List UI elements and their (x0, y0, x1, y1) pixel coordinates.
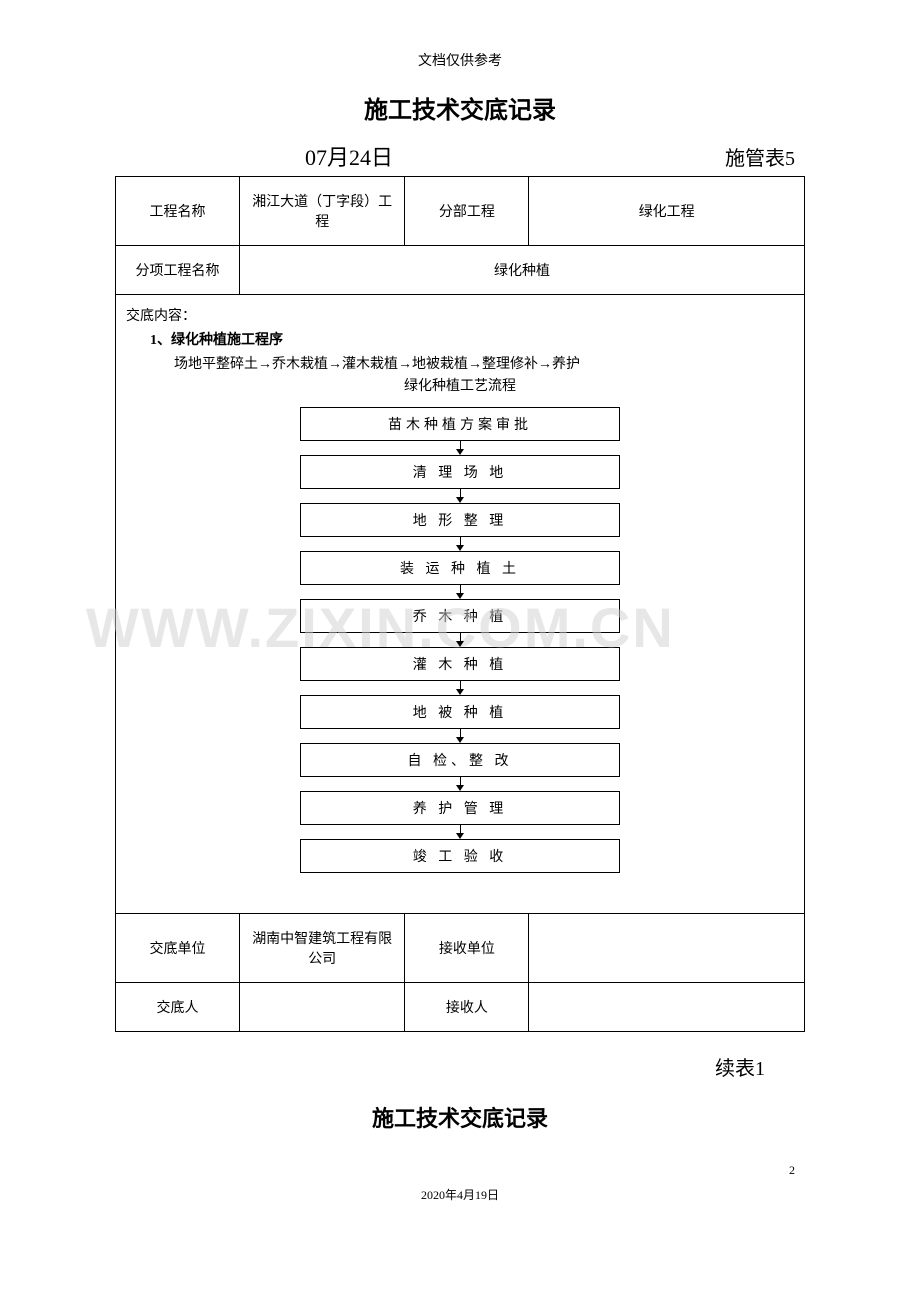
flow-step: 竣 工 验 收 (300, 839, 620, 873)
page-title: 施工技术交底记录 (115, 90, 805, 125)
submit-unit-label: 交底单位 (116, 914, 240, 983)
content-header: 交底内容： (126, 305, 794, 325)
form-number: 施管表5 (725, 142, 795, 171)
header-note: 文档仅供参考 (115, 50, 805, 70)
date-row: 07月24日 施管表5 (115, 140, 805, 172)
section-title: 1、绿化种植施工程序 (126, 329, 794, 349)
subitem-value: 绿化种植 (240, 246, 805, 295)
flow-arrow-icon (460, 585, 461, 599)
subitem-label: 分项工程名称 (116, 246, 240, 295)
footer-date: 2020年4月19日 (115, 1186, 805, 1203)
table-row: 工程名称 湘江大道（丁字段）工程 分部工程 绿化工程 (116, 177, 805, 246)
flow-arrow-icon (460, 729, 461, 743)
flow-step: 养 护 管 理 (300, 791, 620, 825)
flowchart: 苗木种植方案审批清 理 场 地地 形 整 理装 运 种 植 土乔 木 种 植灌 … (126, 407, 794, 873)
receive-unit-label: 接收单位 (405, 914, 529, 983)
receiver-label: 接收人 (405, 983, 529, 1032)
submitter-value (240, 983, 405, 1032)
page-number: 2 (115, 1163, 805, 1178)
table-row: 分项工程名称 绿化种植 (116, 246, 805, 295)
division-label: 分部工程 (405, 177, 529, 246)
submit-unit-value: 湖南中智建筑工程有限公司 (240, 914, 405, 983)
flow-step: 地 被 种 植 (300, 695, 620, 729)
flow-arrow-icon (460, 825, 461, 839)
project-name-label: 工程名称 (116, 177, 240, 246)
flow-step: 清 理 场 地 (300, 455, 620, 489)
table-row: 交底单位 湖南中智建筑工程有限公司 接收单位 (116, 914, 805, 983)
section-text: 场地平整碎土→乔木栽植→灌木栽植→地被栽植→整理修补→养护 (126, 353, 794, 373)
flow-arrow-icon (460, 777, 461, 791)
flow-arrow-icon (460, 681, 461, 695)
flow-step: 地 形 整 理 (300, 503, 620, 537)
receive-unit-value (529, 914, 805, 983)
flow-arrow-icon (460, 633, 461, 647)
division-value: 绿化工程 (529, 177, 805, 246)
content-cell: 交底内容： 1、绿化种植施工程序 场地平整碎土→乔木栽植→灌木栽植→地被栽植→整… (116, 295, 805, 914)
continue-label: 续表1 (115, 1052, 805, 1081)
flow-step: 装 运 种 植 土 (300, 551, 620, 585)
receiver-value (529, 983, 805, 1032)
page-title-2: 施工技术交底记录 (115, 1101, 805, 1133)
flow-arrow-icon (460, 441, 461, 455)
flow-step: 苗木种植方案审批 (300, 407, 620, 441)
flow-step: 乔 木 种 植 (300, 599, 620, 633)
flow-title: 绿化种植工艺流程 (126, 375, 794, 395)
table-row: 交底人 接收人 (116, 983, 805, 1032)
date-text: 07月24日 (305, 140, 393, 172)
flow-arrow-icon (460, 537, 461, 551)
flow-arrow-icon (460, 489, 461, 503)
submitter-label: 交底人 (116, 983, 240, 1032)
flow-step: 灌 木 种 植 (300, 647, 620, 681)
table-row: 交底内容： 1、绿化种植施工程序 场地平整碎土→乔木栽植→灌木栽植→地被栽植→整… (116, 295, 805, 914)
flow-step: 自 检、整 改 (300, 743, 620, 777)
project-name-value: 湘江大道（丁字段）工程 (240, 177, 405, 246)
main-table: 工程名称 湘江大道（丁字段）工程 分部工程 绿化工程 分项工程名称 绿化种植 交… (115, 176, 805, 1032)
